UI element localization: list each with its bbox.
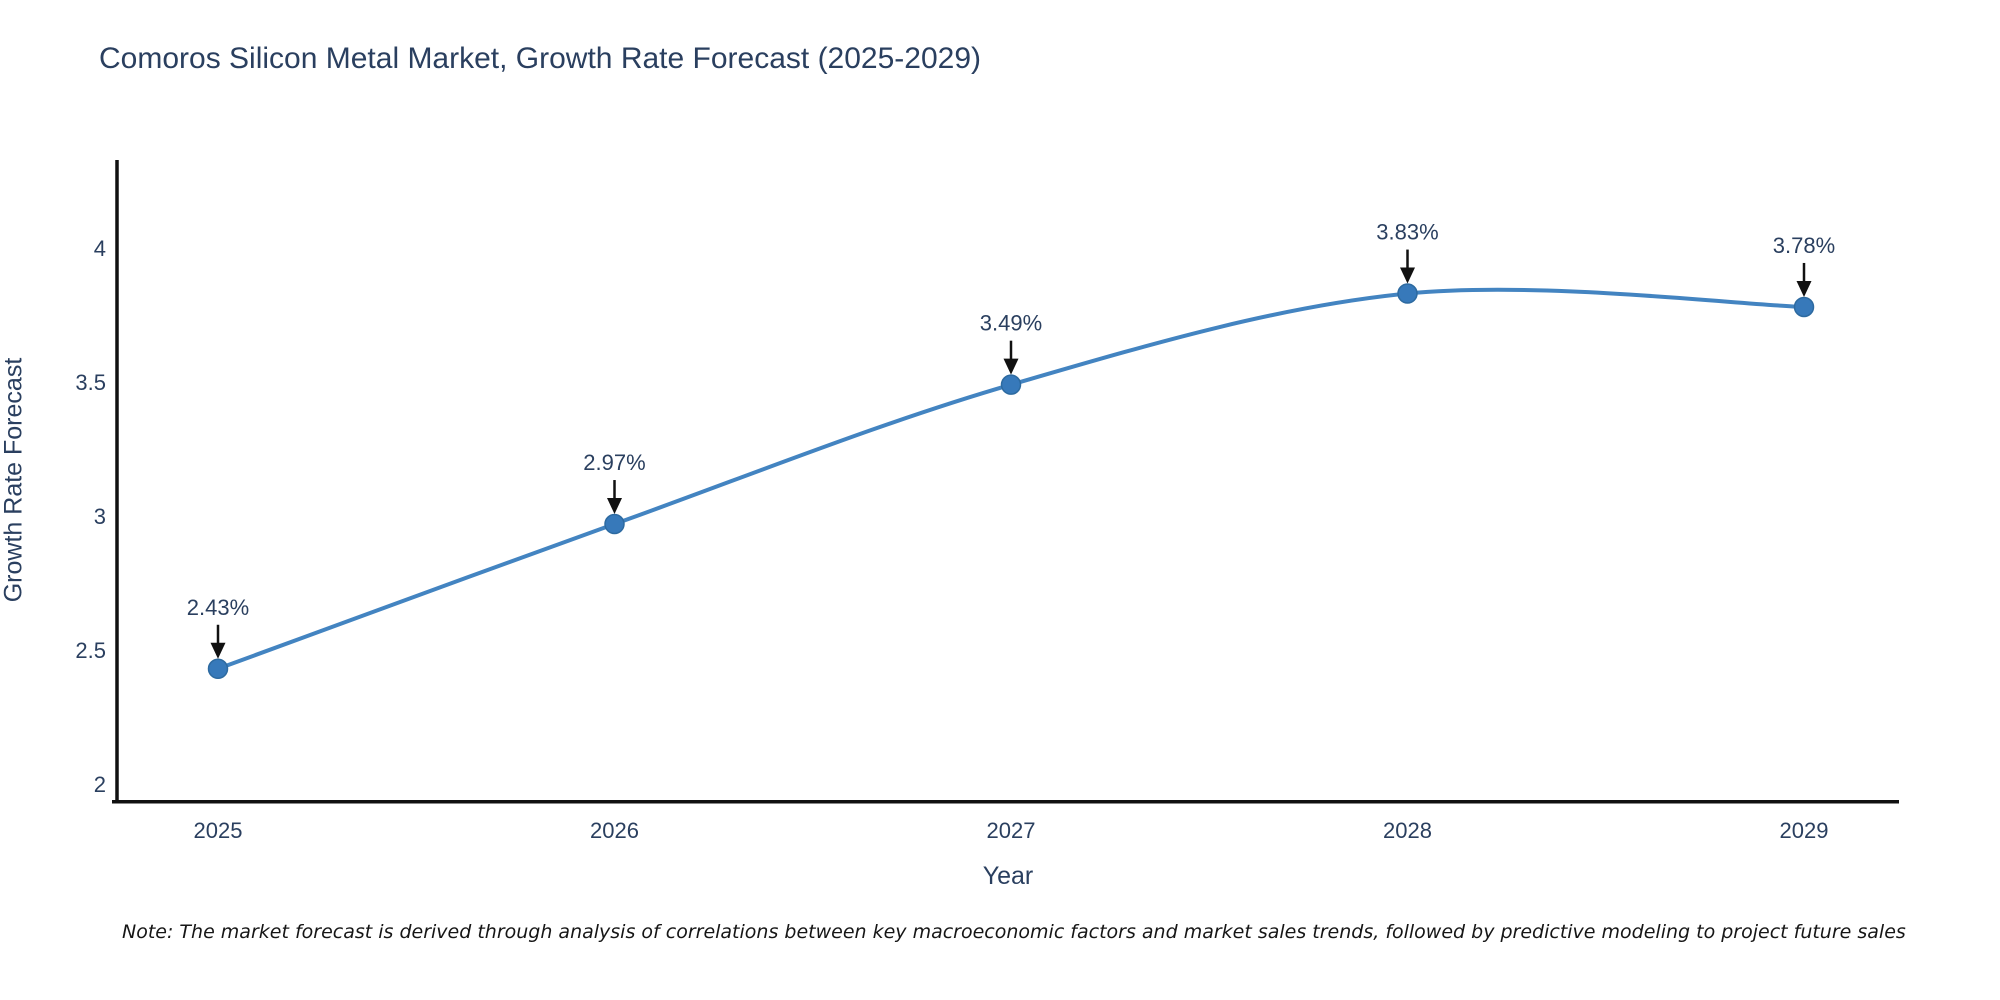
data-point-label: 3.83% <box>1376 220 1438 245</box>
y-tick-label: 2.5 <box>75 638 106 663</box>
annotation-arrow-head <box>1003 358 1019 375</box>
data-point-marker <box>1793 296 1815 318</box>
x-tick-label: 2028 <box>1383 818 1432 843</box>
y-tick-label: 4 <box>94 236 106 261</box>
footnote: Note: The market forecast is derived thr… <box>122 921 1906 943</box>
annotation-arrow-head <box>607 498 622 515</box>
data-point-marker <box>1000 374 1022 395</box>
data-point-label: 2.43% <box>187 595 249 620</box>
data-point-marker <box>1397 283 1418 304</box>
y-axis-title: Growth Rate Forecast <box>0 357 28 603</box>
data-point-label: 3.78% <box>1773 233 1835 258</box>
annotation-arrow-head <box>1796 280 1812 297</box>
annotation-arrow-head <box>210 642 226 659</box>
x-tick-label: 2025 <box>194 818 243 843</box>
chart-title: Comoros Silicon Metal Market, Growth Rat… <box>99 42 982 75</box>
x-tick-label: 2027 <box>987 818 1036 843</box>
y-tick-label: 2 <box>94 772 106 797</box>
y-tick-label: 3.5 <box>75 370 106 395</box>
data-point-marker <box>207 658 229 680</box>
data-point-label: 2.97% <box>583 450 645 475</box>
data-point-label: 3.49% <box>980 311 1042 336</box>
y-tick-label: 3 <box>94 504 106 529</box>
x-tick-label: 2026 <box>590 818 639 843</box>
annotation-arrow-head <box>1400 267 1415 284</box>
x-tick-label: 2029 <box>1780 818 1829 843</box>
data-point-marker <box>604 513 625 535</box>
x-axis-title: Year <box>982 862 1034 890</box>
